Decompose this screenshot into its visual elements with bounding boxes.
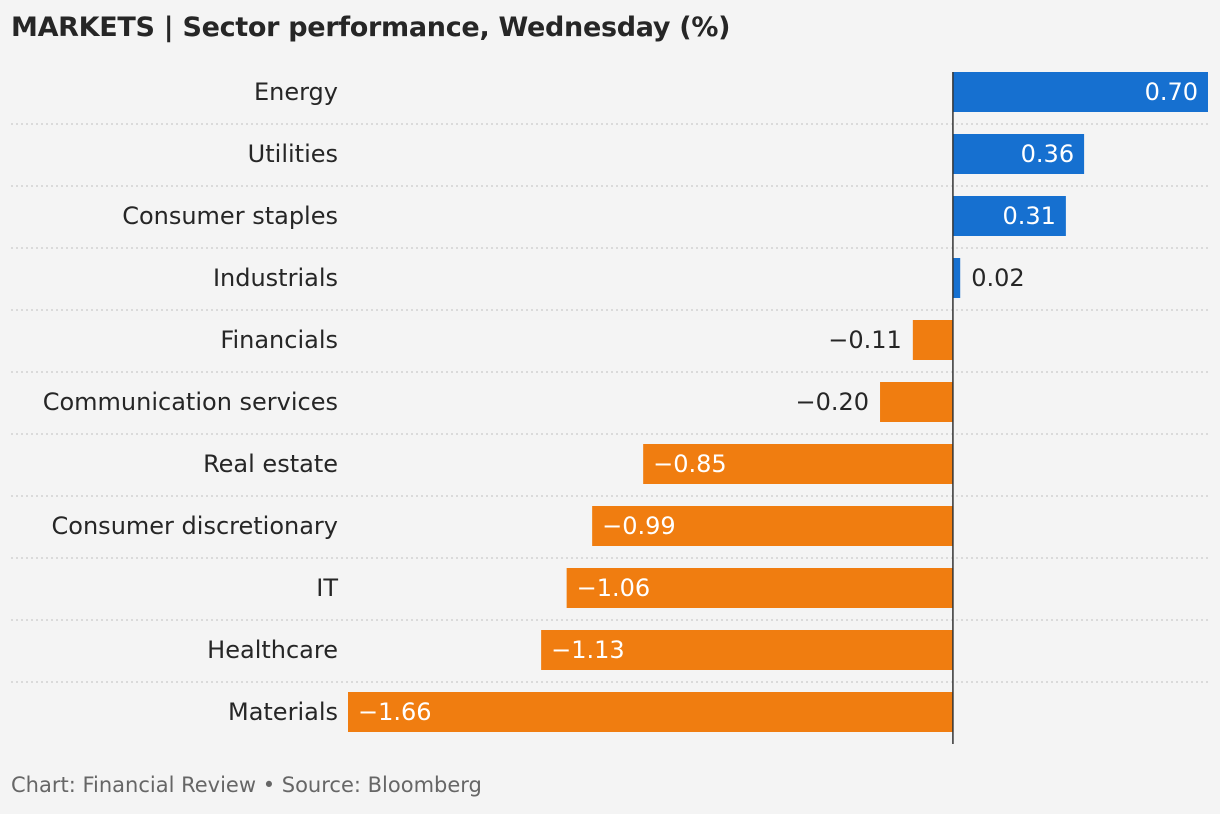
chart-footer: Chart: Financial Review • Source: Bloomb… (11, 773, 482, 797)
bar (566, 568, 953, 608)
bar (912, 320, 953, 360)
value-label: 0.31 (1002, 202, 1055, 230)
value-label: 0.70 (1145, 78, 1198, 106)
category-label: Healthcare (207, 636, 338, 664)
category-label: Real estate (203, 450, 338, 478)
value-label: −0.85 (653, 450, 727, 478)
bar (880, 382, 953, 422)
bar (952, 134, 1085, 174)
value-label: 0.02 (971, 264, 1024, 292)
bar (592, 506, 953, 546)
value-label: −0.20 (795, 388, 869, 416)
value-label: −0.99 (602, 512, 676, 540)
bar (952, 258, 961, 298)
category-label: Consumer discretionary (52, 512, 338, 540)
chart-title: MARKETS | Sector performance, Wednesday … (11, 12, 731, 43)
category-label: Materials (228, 698, 338, 726)
category-labels: Energy Utilities Consumer staples Industria… (43, 78, 339, 726)
bar (541, 630, 953, 670)
category-label: Financials (220, 326, 338, 354)
bar (952, 196, 1066, 236)
category-label: Communication services (43, 388, 338, 416)
category-label: IT (316, 574, 338, 602)
value-label: −1.06 (577, 574, 651, 602)
bar (348, 692, 953, 732)
value-label: 0.36 (1021, 140, 1074, 168)
value-label: −1.66 (358, 698, 432, 726)
value-label: −0.11 (828, 326, 902, 354)
bar (643, 444, 953, 484)
value-label: −1.13 (551, 636, 625, 664)
category-label: Energy (254, 78, 338, 106)
category-label: Utilities (248, 140, 338, 168)
category-label: Consumer staples (122, 202, 338, 230)
bars (348, 72, 1208, 732)
value-labels: 0.70 0.36 0.31 0.02 −0.11 −0.20 −0.85 −0.99 −1.0… (358, 78, 1198, 726)
category-label: Industrials (213, 264, 338, 292)
bar (952, 72, 1208, 112)
